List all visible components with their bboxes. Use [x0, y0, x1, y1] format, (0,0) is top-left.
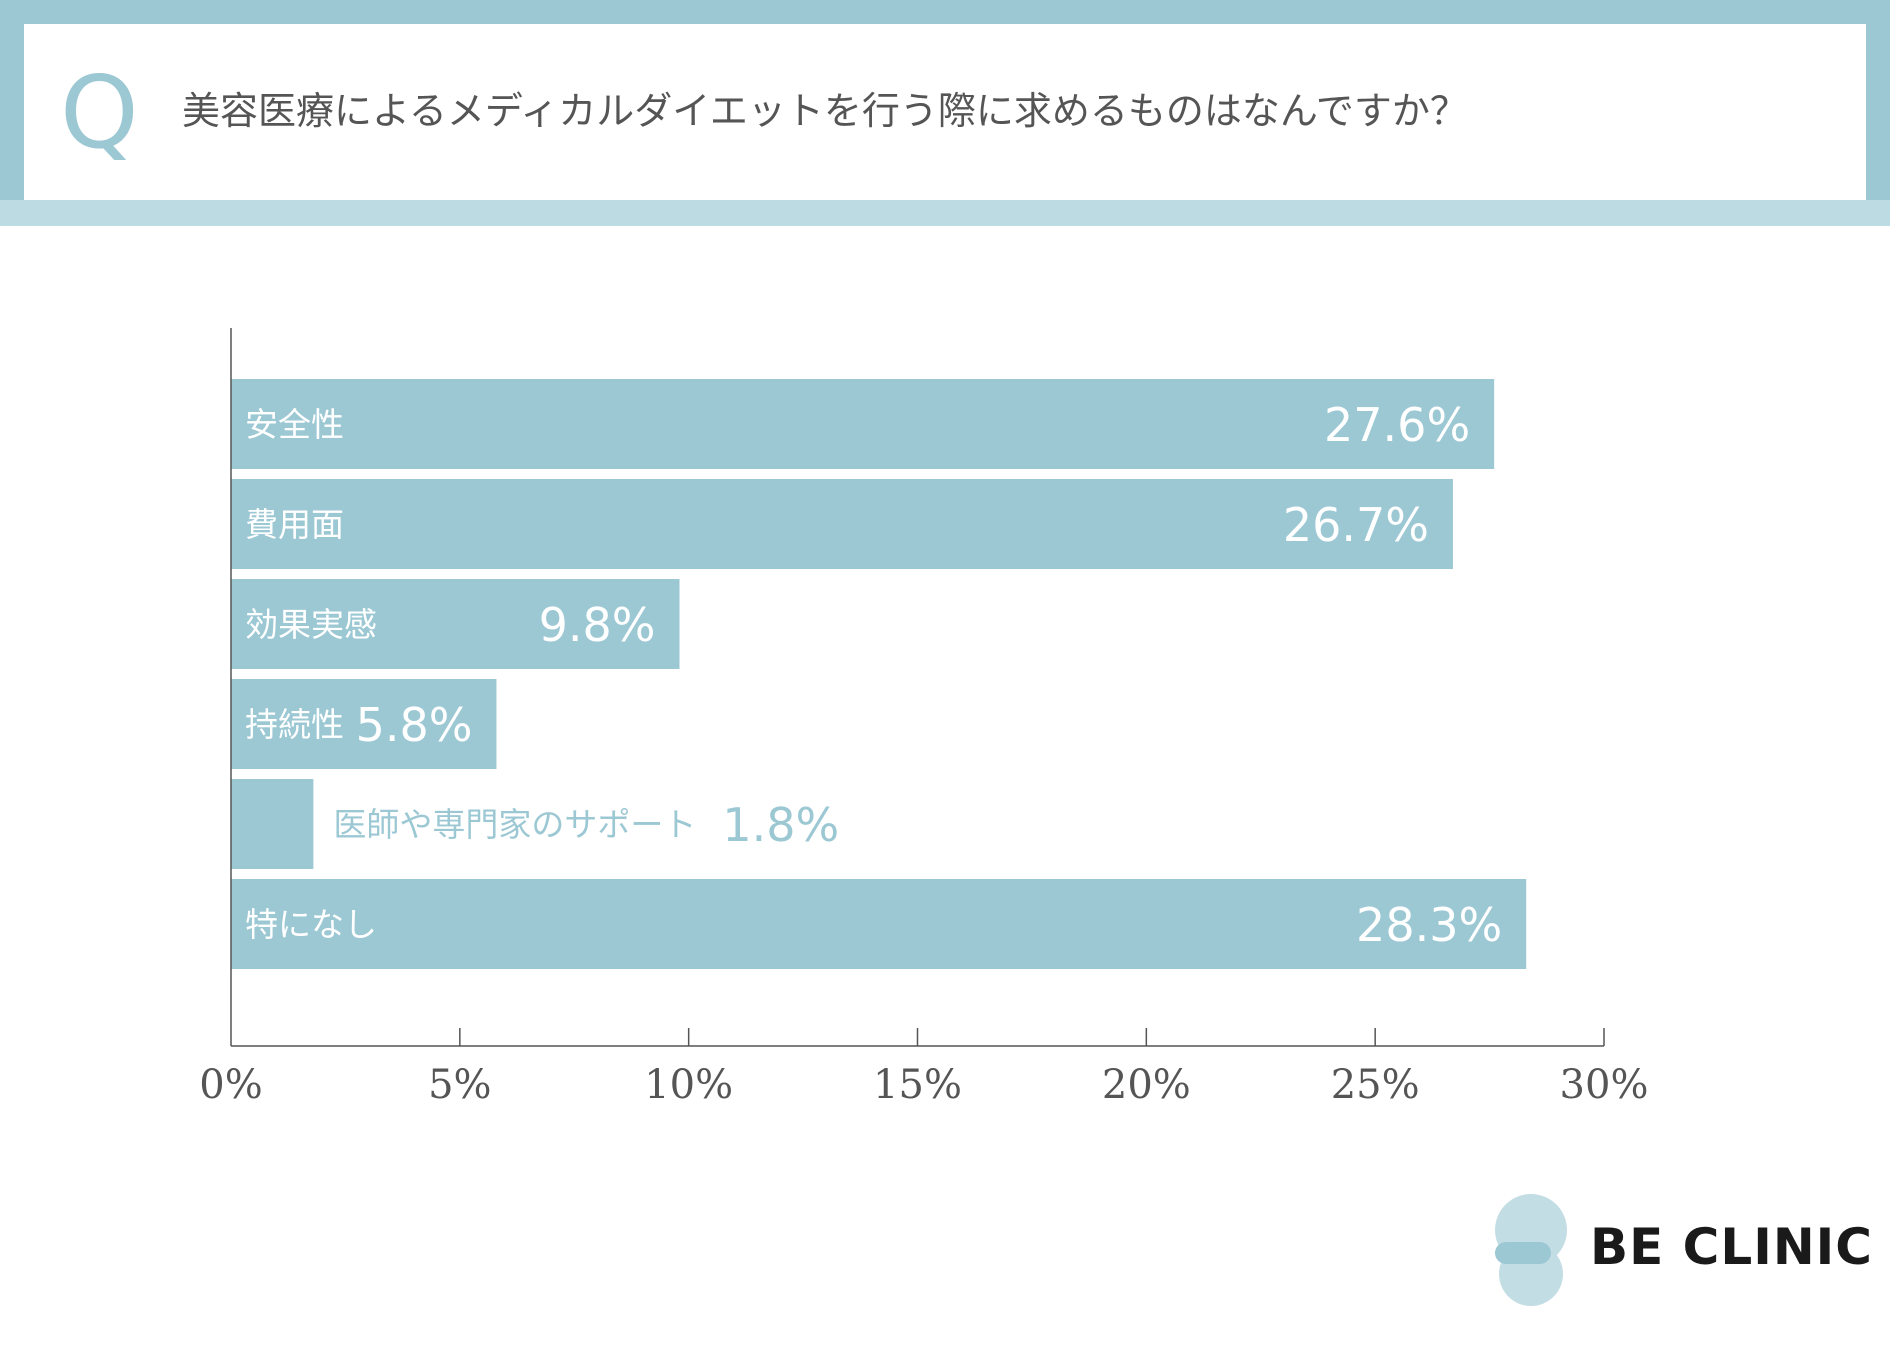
question-marker: Q [60, 54, 139, 171]
brand-name: BE CLINIC [1590, 1218, 1873, 1276]
bar [231, 379, 1495, 469]
brand-logo: BE CLINIC [1494, 1188, 1872, 1310]
x-tick-label: 10% [644, 1062, 733, 1108]
question-banner-shadow [0, 200, 1890, 226]
bar-value-label: 26.7% [1283, 498, 1429, 552]
bar-category-label: 特になし [245, 905, 377, 944]
bar-category-label: 安全性 [245, 405, 344, 444]
x-tick-label: 0% [199, 1062, 262, 1108]
x-tick-label: 5% [428, 1062, 491, 1108]
question-text: 美容医療によるメディカルダイエットを行う際に求めるものはなんですか？ [182, 89, 1468, 133]
bar-category-label: 持続性 [245, 705, 344, 744]
bar-value-label: 1.8% [722, 798, 839, 852]
bar [231, 779, 314, 869]
bar-category-label: 効果実感 [245, 605, 377, 644]
x-tick-label: 15% [873, 1062, 962, 1108]
bar-value-label: 5.8% [356, 698, 473, 752]
x-tick-label: 25% [1331, 1062, 1420, 1108]
question-box [24, 24, 1866, 200]
x-tick-label: 20% [1102, 1062, 1191, 1108]
bar-value-label: 28.3% [1356, 898, 1502, 952]
bar-value-label: 9.8% [539, 598, 656, 652]
bar-category-label: 医師や専門家のサポート [333, 805, 696, 844]
bar [231, 479, 1453, 569]
bar [231, 879, 1527, 969]
logo-mark-icon [1495, 1194, 1567, 1306]
bar-category-label: 費用面 [245, 505, 344, 544]
bar [231, 579, 680, 669]
x-tick-label: 30% [1560, 1062, 1649, 1108]
bar [231, 679, 497, 769]
bar-value-label: 27.6% [1324, 398, 1470, 452]
